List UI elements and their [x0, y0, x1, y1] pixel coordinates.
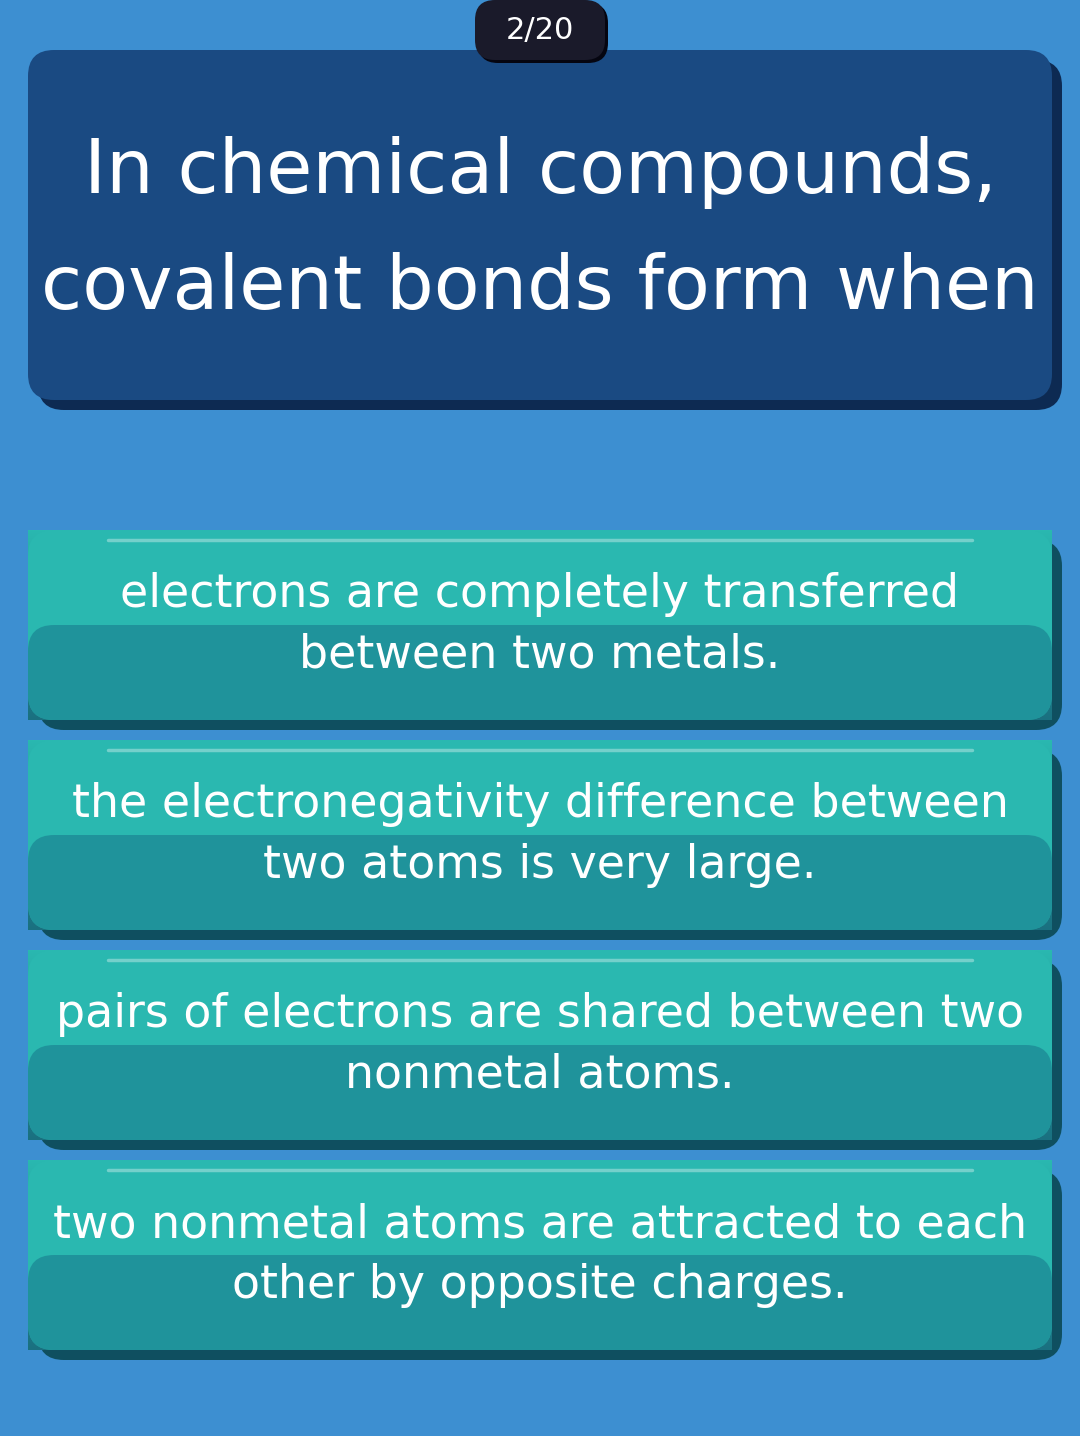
FancyBboxPatch shape: [478, 3, 608, 63]
FancyBboxPatch shape: [475, 0, 605, 60]
Text: the electronegativity difference between
two atoms is very large.: the electronegativity difference between…: [71, 783, 1009, 887]
Text: pairs of electrons are shared between two
nonmetal atoms.: pairs of electrons are shared between tw…: [56, 992, 1024, 1099]
FancyBboxPatch shape: [38, 60, 1062, 411]
FancyBboxPatch shape: [28, 1045, 1052, 1140]
Text: electrons are completely transferred
between two metals.: electrons are completely transferred bet…: [121, 572, 959, 678]
FancyBboxPatch shape: [28, 951, 1052, 1140]
FancyBboxPatch shape: [38, 540, 1062, 729]
FancyBboxPatch shape: [28, 1255, 1052, 1350]
FancyBboxPatch shape: [28, 50, 1052, 401]
Text: In chemical compounds,: In chemical compounds,: [83, 136, 997, 210]
FancyBboxPatch shape: [38, 961, 1062, 1150]
FancyBboxPatch shape: [28, 530, 1052, 719]
FancyBboxPatch shape: [28, 1160, 1052, 1350]
FancyBboxPatch shape: [38, 750, 1062, 941]
FancyBboxPatch shape: [28, 740, 1052, 931]
FancyBboxPatch shape: [38, 1170, 1062, 1360]
Text: 2/20: 2/20: [505, 16, 575, 45]
Text: covalent bonds form when: covalent bonds form when: [41, 251, 1039, 325]
FancyBboxPatch shape: [28, 625, 1052, 719]
FancyBboxPatch shape: [28, 834, 1052, 931]
Text: two nonmetal atoms are attracted to each
other by opposite charges.: two nonmetal atoms are attracted to each…: [53, 1202, 1027, 1308]
